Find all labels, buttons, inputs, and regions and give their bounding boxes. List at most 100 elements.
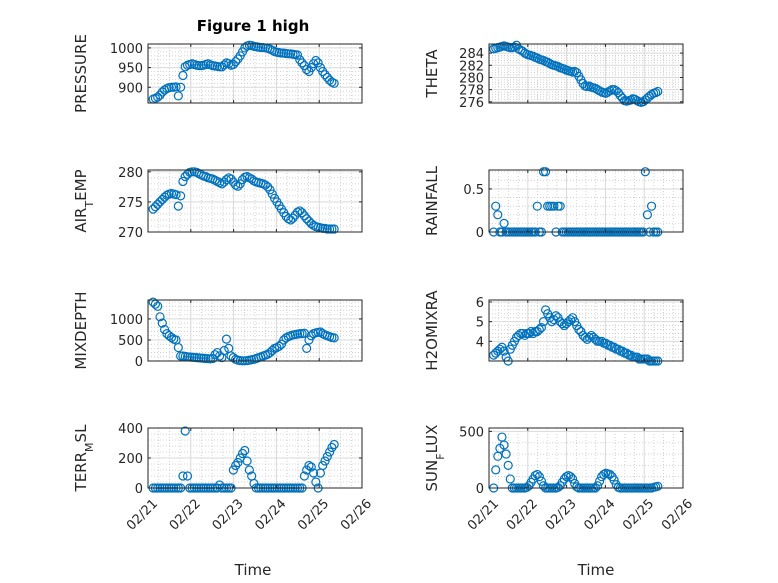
data-point	[536, 322, 547, 333]
y-tick-label: 5	[476, 316, 484, 331]
data-point	[324, 75, 335, 85]
data-point	[173, 91, 183, 101]
data-point	[226, 174, 236, 184]
data-point	[178, 471, 188, 481]
data-point	[228, 59, 238, 70]
data-point	[240, 445, 250, 456]
data-point	[279, 335, 289, 345]
data-point	[171, 190, 181, 200]
data-point	[242, 456, 252, 466]
data-point	[651, 88, 661, 98]
data-point	[534, 472, 544, 482]
data-point	[491, 201, 501, 211]
data-point	[244, 465, 254, 475]
data-point	[557, 319, 567, 329]
data-point	[159, 192, 170, 202]
x-tick-label: 02/26	[338, 496, 375, 533]
data-point	[653, 481, 663, 491]
x-tick-label: 02/22	[504, 496, 541, 533]
data-point	[187, 167, 197, 177]
y-tick-label: 0.5	[463, 183, 484, 198]
data-point	[653, 86, 663, 97]
data-point	[214, 351, 225, 361]
data-point	[532, 469, 542, 480]
panel-mixdepth: 0 500 1000 MIXDEPTH	[72, 291, 363, 370]
data-point	[155, 197, 165, 207]
y-tick-label: 282	[459, 59, 484, 74]
y-tick-label: 270	[118, 226, 143, 241]
data-point	[176, 191, 186, 201]
panel-h2omixra: 4 5 6 H2OMIXRA	[423, 290, 684, 371]
y-tick-label: 0	[135, 482, 143, 497]
data-point	[640, 167, 650, 177]
data-point	[182, 471, 193, 481]
data-point	[166, 82, 177, 92]
panel-air_temp: 270 275 280 AIRTEMP	[72, 166, 363, 241]
data-point	[536, 476, 547, 486]
data-point	[178, 176, 188, 187]
x-tick-label: 02/26	[659, 496, 696, 533]
data-point	[221, 334, 232, 344]
data-point	[267, 345, 277, 356]
y-tick-label: 276	[459, 96, 484, 111]
data-point	[555, 201, 565, 211]
x-tick-label: 02/23	[210, 496, 247, 533]
y-tick-label: 0	[476, 226, 484, 241]
x-tick-label: 02/21	[465, 496, 502, 533]
data-point	[297, 58, 307, 68]
data-point	[311, 477, 321, 487]
data-point	[565, 472, 576, 482]
y-tick-label: 280	[459, 71, 484, 86]
data-point	[532, 201, 542, 211]
data-point	[318, 460, 328, 471]
figure-title: Figure 1 high	[197, 17, 310, 35]
data-point	[302, 214, 312, 224]
data-point	[568, 474, 578, 484]
data-point	[626, 350, 636, 360]
data-point	[176, 82, 186, 92]
y-tick-label: 4	[476, 335, 484, 350]
data-point	[233, 457, 243, 468]
data-point	[302, 343, 312, 353]
data-point	[219, 345, 229, 356]
y-axis-label: THETA	[423, 49, 441, 99]
axes-frame	[488, 169, 684, 233]
axes-frame	[488, 427, 684, 489]
data-point	[559, 64, 569, 74]
data-point	[224, 59, 234, 69]
data-point	[499, 346, 509, 356]
data-point	[228, 465, 238, 475]
y-tick-label: 0	[476, 482, 484, 497]
data-point	[178, 70, 188, 81]
data-point	[276, 48, 287, 58]
data-point	[322, 451, 332, 462]
y-tick-label: 900	[118, 81, 143, 96]
data-point	[534, 324, 544, 335]
y-tick-label: 1000	[110, 313, 143, 328]
x-tick-label: 02/21	[124, 496, 161, 533]
y-tick-label: 6	[476, 296, 484, 311]
data-point	[274, 341, 284, 351]
y-tick-label: 284	[459, 47, 484, 62]
data-point	[327, 224, 337, 234]
axes-frame	[147, 43, 363, 104]
data-point	[491, 465, 501, 475]
data-point	[292, 50, 303, 60]
data-point	[194, 61, 204, 71]
data-point	[214, 62, 225, 72]
y-tick-label: 500	[459, 425, 484, 440]
data-point	[176, 351, 186, 361]
data-point	[329, 333, 339, 343]
axes-frame	[488, 43, 684, 104]
y-axis-label: MIXDEPTH	[72, 291, 90, 369]
data-point	[299, 211, 309, 221]
data-point	[592, 481, 603, 491]
data-point	[322, 72, 332, 83]
data-point	[315, 327, 326, 337]
data-point	[295, 206, 305, 216]
data-point	[306, 218, 316, 229]
panel-rainfall: 0 0.5 RAINFALL	[423, 165, 684, 241]
data-point	[173, 342, 183, 353]
